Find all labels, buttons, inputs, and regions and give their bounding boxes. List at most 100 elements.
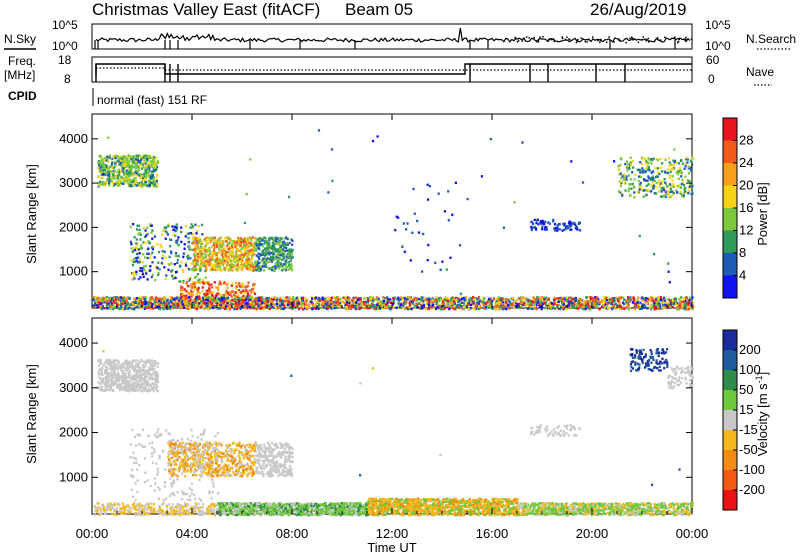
power-cell [145, 272, 148, 275]
power-cell [284, 268, 287, 272]
power-cell [301, 299, 304, 302]
power-cell [151, 273, 154, 276]
power-cell [691, 296, 694, 299]
power-cell [251, 257, 254, 260]
noise-search-dot [608, 36, 610, 38]
power-cell [224, 240, 227, 243]
power-cell [181, 301, 184, 304]
power-cell [116, 303, 119, 306]
power-cell [190, 248, 193, 251]
power-cell [167, 302, 170, 305]
power-cell [129, 303, 132, 307]
power-cell [192, 290, 195, 293]
power-cell [102, 167, 105, 170]
power-cell [285, 246, 288, 250]
power-cell [508, 304, 511, 307]
power-cell [172, 298, 175, 301]
power-cell [586, 303, 590, 306]
power-cell [144, 171, 147, 175]
power-cell [508, 300, 511, 303]
power-cell [146, 252, 149, 255]
power-cell [519, 300, 522, 304]
power-cell [280, 263, 283, 266]
noise-tick-right-low: 10^0 [705, 39, 731, 53]
power-cell [450, 296, 453, 300]
power-cell [250, 288, 253, 291]
power-cell [285, 255, 288, 258]
power-cell [259, 243, 262, 246]
power-cell [363, 297, 366, 300]
power-cell [175, 225, 178, 228]
power-cell [649, 296, 652, 300]
power-cell [223, 237, 226, 240]
power-cell [568, 301, 571, 304]
power-cell [187, 236, 190, 240]
power-cell [502, 301, 505, 304]
power-cell [239, 255, 242, 258]
power-cell [288, 255, 291, 258]
power-cell [274, 242, 277, 245]
power-cell [235, 285, 238, 288]
power-cell [406, 297, 409, 301]
power-cell [255, 238, 258, 241]
power-cell [210, 302, 213, 305]
power-cell [99, 155, 102, 158]
power-cell [112, 177, 115, 180]
power-cell [239, 237, 243, 240]
power-cell [104, 182, 107, 185]
power-cell [139, 158, 143, 161]
power-cell [269, 297, 272, 300]
power-cell [252, 266, 255, 269]
power-cell [237, 254, 241, 257]
power-cell [323, 303, 326, 306]
power-cell [561, 298, 564, 301]
power-cell [452, 300, 455, 303]
power-cell [142, 184, 145, 187]
power-cell [231, 246, 234, 249]
power-cell [125, 160, 128, 163]
power-cell [148, 241, 151, 245]
power-cell [144, 154, 147, 157]
power-cell [184, 302, 187, 305]
power-cell [101, 176, 104, 180]
power-cell [329, 304, 332, 307]
power-cell [131, 263, 134, 267]
power-cell [330, 296, 333, 300]
power-cell [161, 233, 164, 236]
power-cell [241, 263, 244, 266]
power-cell [234, 264, 237, 268]
power-cell [445, 297, 448, 300]
power-cell [244, 260, 247, 264]
power-cell [215, 259, 218, 263]
power-cell [569, 303, 572, 306]
power-cell [137, 169, 140, 172]
power-cell [194, 301, 197, 305]
power-cell [96, 297, 99, 301]
power-cell [691, 307, 694, 311]
power-cell [468, 298, 471, 302]
power-cell [628, 300, 631, 304]
noise-search-dot [523, 37, 525, 39]
power-cell [252, 307, 255, 310]
frequency-trace [95, 63, 692, 82]
power-cell [163, 300, 166, 303]
power-cell [237, 259, 240, 262]
power-cell [128, 165, 131, 168]
power-cell [233, 307, 236, 311]
power-cell [231, 240, 234, 243]
power-cell [653, 305, 656, 308]
power-cell [490, 301, 493, 304]
power-cell [144, 270, 147, 273]
power-cell [544, 300, 547, 303]
power-cell [531, 300, 534, 304]
power-cell [533, 301, 536, 305]
power-cell [408, 304, 411, 307]
power-cell [142, 174, 145, 178]
power-cell [244, 252, 247, 255]
power-cell [350, 302, 353, 305]
power-cell [192, 304, 195, 307]
power-cell [112, 184, 115, 188]
power-cell [345, 304, 349, 307]
power-cell [276, 249, 279, 252]
power-cell [224, 250, 227, 254]
